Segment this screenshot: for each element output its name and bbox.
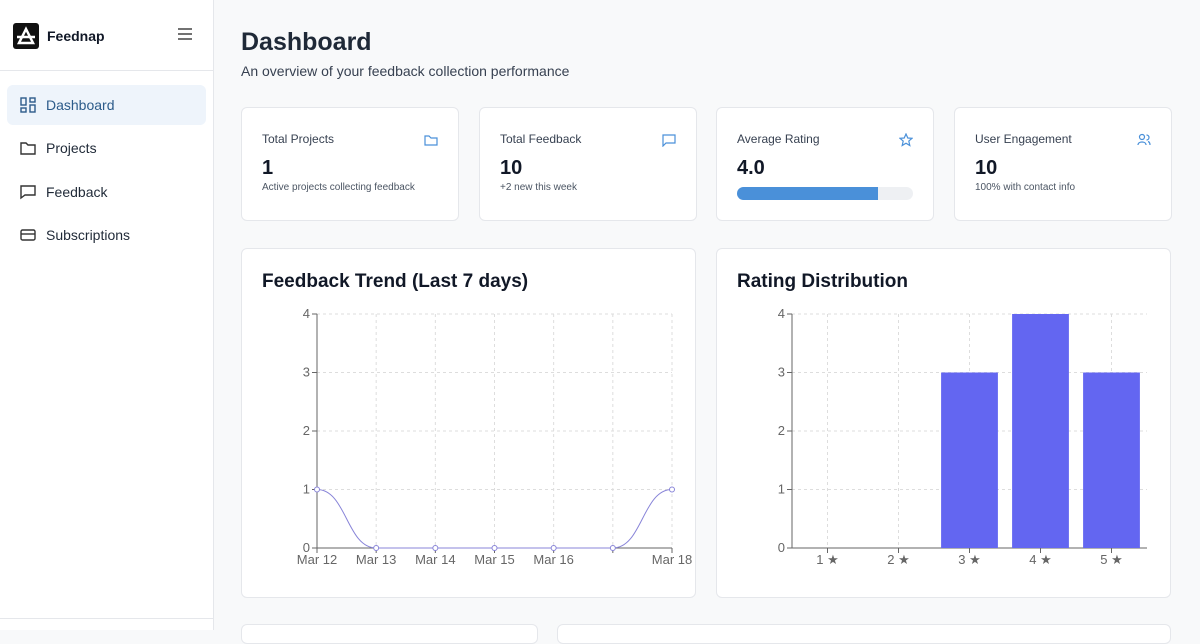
x-tick-label: Mar 14 [415, 552, 455, 567]
stat-note: +2 new this week [500, 182, 577, 193]
x-tick-label: Mar 16 [533, 552, 573, 567]
x-tick-label: 4 ★ [1029, 552, 1052, 567]
chart-card: Feedback Trend (Last 7 days) 0 1 2 3 4 Mar 12 M… [241, 248, 696, 598]
divider [0, 618, 213, 619]
page-title: Dashboard [241, 28, 372, 56]
y-tick-label: 2 [778, 423, 785, 438]
card [557, 624, 1171, 644]
stat-value: 10 [975, 157, 998, 179]
x-tick-label: Mar 12 [297, 552, 337, 567]
y-tick-label: 4 [778, 306, 785, 321]
stat-label: Total Projects [262, 132, 335, 146]
nav-label: Dashboard [46, 97, 115, 113]
sidebar: Feednap Dashboard Projects Feedback Subs… [0, 0, 214, 630]
icon [20, 185, 36, 200]
point [314, 486, 320, 493]
stat-card: User Engagement 10 100% with contact inf… [954, 107, 1172, 221]
stat-card: Total Projects 1 Active projects collect… [241, 107, 459, 221]
point [491, 545, 498, 551]
nav-item[interactable]: Subscriptions [7, 215, 206, 255]
stat-label: Average Rating [737, 132, 820, 146]
x-tick-label: Mar 13 [356, 552, 396, 567]
chart: Rating Distribution 0 1 2 3 4 1 ★ 2 ★ 3 ★ 4 ★ 5 ★ [737, 271, 1147, 567]
stat-label: Total Feedback [500, 132, 582, 146]
page-subtitle: An overview of your feedback collection … [241, 63, 570, 79]
x-tick-label: 3 ★ [958, 552, 981, 567]
icon [899, 133, 913, 147]
x-tick-label: Mar 18 [652, 552, 692, 567]
point [373, 545, 380, 551]
stat-note: Active projects collecting feedback [262, 182, 415, 193]
y-tick-label: 3 [303, 365, 310, 380]
icon [424, 135, 438, 146]
brand-name: Feednap [47, 28, 105, 44]
bar [1083, 372, 1140, 548]
y-tick-label: 1 [778, 482, 785, 497]
y-tick-label: 0 [303, 540, 310, 555]
y-tick-label: 0 [778, 540, 785, 555]
menu-button[interactable] [178, 28, 192, 40]
chart-title: Feedback Trend (Last 7 days) [262, 271, 528, 292]
y-tick-label: 4 [303, 306, 310, 321]
progress-fill [737, 187, 878, 200]
point [609, 545, 616, 551]
icon [20, 142, 36, 155]
logo [13, 23, 39, 49]
y-tick-label: 3 [778, 365, 785, 380]
bar [1012, 314, 1069, 548]
rating-progress [737, 187, 913, 200]
icon [20, 97, 36, 113]
nav-label: Projects [46, 140, 97, 156]
point [669, 486, 675, 493]
bar [941, 372, 998, 548]
x-tick-label: Mar 15 [474, 552, 514, 567]
nav-item[interactable]: Projects [7, 128, 206, 168]
stat-value: 4.0 [737, 157, 765, 179]
stat-card: Total Feedback 10 +2 new this week [479, 107, 697, 221]
stat-value: 10 [500, 157, 523, 179]
chart: Feedback Trend (Last 7 days) 0 1 2 3 4 Mar 12 M… [262, 271, 692, 567]
brand[interactable]: Feednap [13, 23, 105, 49]
x-tick-label: 2 ★ [887, 552, 910, 567]
chart-card: Rating Distribution 0 1 2 3 4 1 ★ 2 ★ 3 ★ 4 ★ 5 ★ [716, 248, 1171, 598]
chart-title: Rating Distribution [737, 271, 908, 292]
nav-label: Feedback [46, 184, 108, 200]
icon [20, 229, 36, 241]
nav-label: Subscriptions [46, 227, 131, 243]
divider [0, 70, 213, 71]
page: {"sidebar": {"brand": "Feednap", "nav": … [0, 0, 1172, 644]
stat-label: User Engagement [975, 132, 1072, 146]
nav-item[interactable]: Feedback [7, 172, 206, 212]
x-tick-label: 1 ★ [816, 552, 839, 567]
card [241, 624, 538, 644]
nav-item[interactable]: Dashboard [7, 85, 206, 125]
stat-note: 100% with contact info [975, 182, 1076, 193]
point [550, 545, 557, 551]
stat-value: 1 [262, 157, 274, 179]
point [432, 545, 439, 551]
stat-card: Average Rating 4.0 [716, 107, 934, 221]
icon [662, 134, 676, 147]
x-tick-label: 5 ★ [1100, 552, 1123, 567]
icon [1137, 133, 1151, 146]
y-tick-label: 2 [303, 423, 310, 438]
y-tick-label: 1 [303, 482, 310, 497]
